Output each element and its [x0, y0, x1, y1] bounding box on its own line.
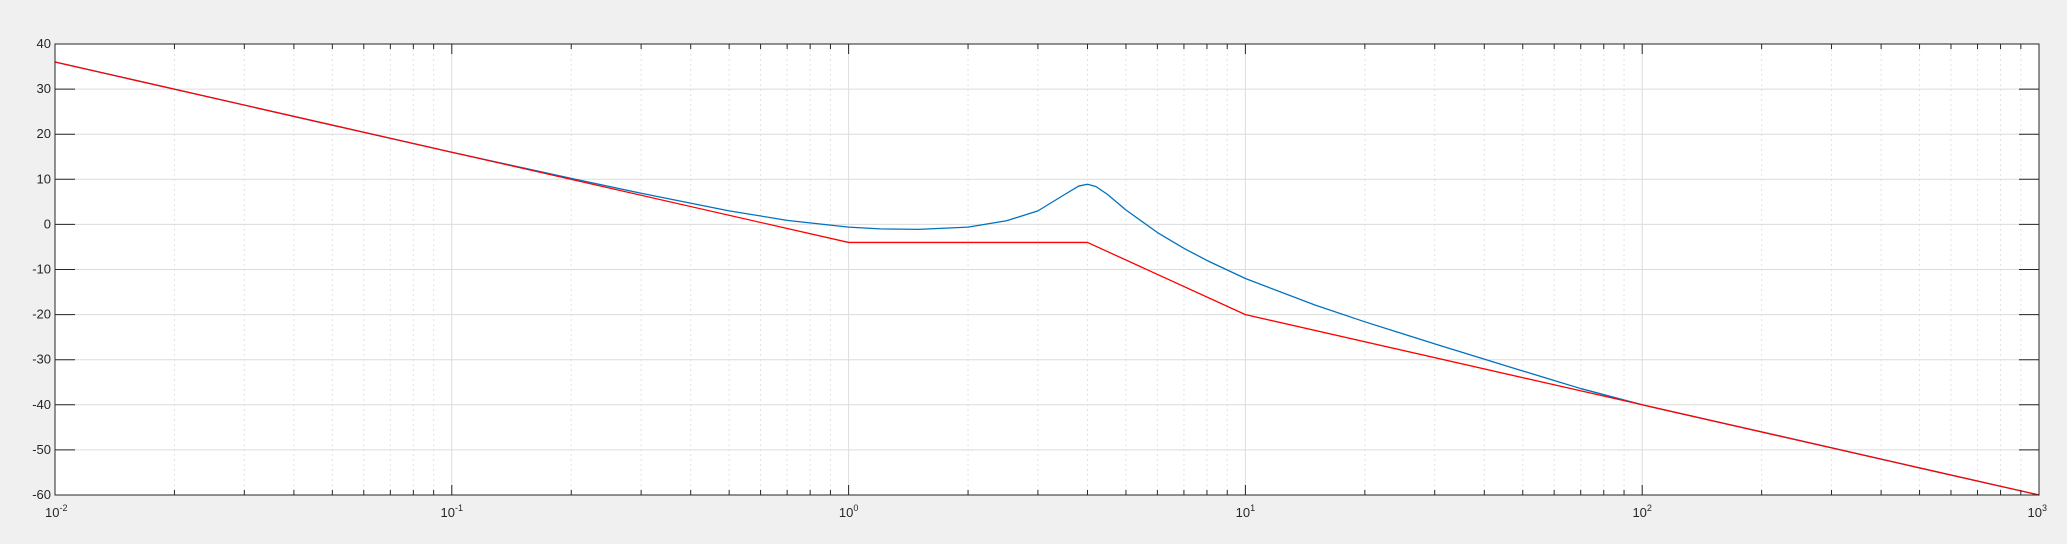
y-tick-label: 30: [37, 81, 51, 96]
y-tick-label: -30: [32, 352, 51, 367]
axis-ticks: [54, 43, 2040, 496]
y-tick-label: -20: [32, 307, 51, 322]
x-tick-label: 10-1: [441, 503, 463, 520]
x-tick-label: 10-2: [45, 503, 67, 520]
asymptote-curve: [54, 61, 2040, 496]
x-tick-label: 103: [2028, 503, 2047, 520]
y-tick-label: -60: [32, 487, 51, 502]
y-tick-label: -10: [32, 262, 51, 277]
x-tick-label: 102: [1632, 503, 1651, 520]
y-tick-label: -40: [32, 397, 51, 412]
y-tick-label: -50: [32, 442, 51, 457]
y-tick-label: 40: [37, 36, 51, 51]
magnitude-curve: [54, 61, 2040, 496]
x-tick-label: 100: [839, 503, 858, 520]
x-tick-label: 101: [1236, 503, 1255, 520]
x-axis-tick-labels: 10-2 10-1 100 101 102 103: [45, 503, 2047, 520]
y-tick-label: 20: [37, 126, 51, 141]
y-tick-label: 0: [44, 216, 51, 231]
y-tick-label: 10: [37, 171, 51, 186]
series-layer: [54, 61, 2040, 496]
y-axis-tick-labels: 40 30 20 10 0 -10 -20 -30 -40 -50 -60: [32, 36, 51, 502]
